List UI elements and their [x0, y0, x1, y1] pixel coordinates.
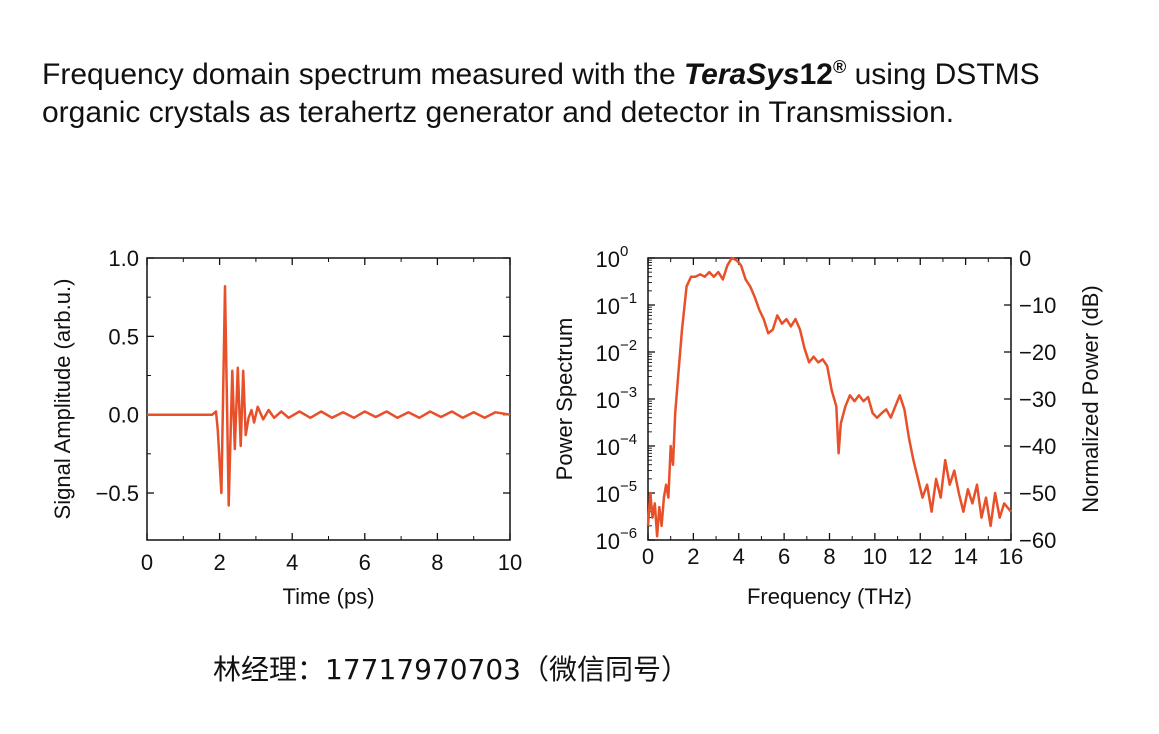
- normalized-power-axis-label: Normalized Power (dB): [1078, 285, 1103, 512]
- power-spectrum-trace: [646, 256, 1012, 538]
- time-domain-chart: 0 2 4 6 8 10 −0.5 0.0 0.5 1.0 Time (ps) Signal Am…: [50, 246, 522, 609]
- power-y-tick-exponent: −1: [620, 290, 637, 307]
- time-x-tick-label: 0: [141, 550, 153, 575]
- time-plot-frame: [146, 257, 511, 541]
- freq-x-tick-label: 6: [778, 544, 790, 569]
- time-y-tick-label: 0.5: [108, 324, 139, 349]
- db-y-tick-label: 0: [1019, 246, 1031, 271]
- freq-x-tick-label: 4: [733, 544, 745, 569]
- frequency-x-axis-label: Frequency (THz): [747, 584, 912, 609]
- time-y-tick-label: 1.0: [108, 246, 139, 271]
- time-plot-ticks: 0 2 4 6 8 10 −0.5 0.0 0.5 1.0: [96, 246, 523, 575]
- freq-x-tick-label: 0: [642, 544, 654, 569]
- db-y-tick-label: −40: [1019, 434, 1056, 459]
- power-y-tick-exponent: −5: [620, 478, 637, 495]
- db-y-tick-label: −20: [1019, 340, 1056, 365]
- spectrum-plot-frame: [647, 257, 1012, 541]
- time-y-tick-label: 0.0: [108, 403, 139, 428]
- power-y-tick-exponent: −2: [620, 337, 637, 354]
- power-y-tick-exponent: −4: [620, 431, 637, 448]
- time-y-axis-label: Signal Amplitude (arb.u.): [50, 279, 75, 520]
- db-y-tick-label: −50: [1019, 481, 1056, 506]
- figure-caption: Frequency domain spectrum measured with …: [42, 56, 1102, 132]
- time-x-tick-label: 6: [359, 550, 371, 575]
- freq-x-tick-label: 16: [999, 544, 1023, 569]
- time-x-axis-label: Time (ps): [282, 584, 374, 609]
- db-y-tick-label: −30: [1019, 387, 1056, 412]
- power-y-tick-label: 10: [596, 341, 620, 366]
- power-y-tick-label: 10: [596, 529, 620, 554]
- power-y-axis-label: Power Spectrum: [552, 318, 577, 481]
- power-y-tick-label: 10: [596, 435, 620, 460]
- caption-text-start: Frequency domain spectrum measured with …: [42, 58, 684, 91]
- time-y-tick-label: −0.5: [96, 481, 139, 506]
- time-signal-trace: [147, 284, 511, 507]
- freq-x-tick-label: 8: [823, 544, 835, 569]
- time-x-tick-label: 2: [213, 550, 225, 575]
- power-y-tick-exponent: 0: [620, 243, 628, 260]
- freq-x-tick-label: 10: [863, 544, 887, 569]
- db-y-tick-label: −10: [1019, 293, 1056, 318]
- power-y-tick-exponent: −3: [620, 384, 637, 401]
- power-y-tick-label: 10: [596, 482, 620, 507]
- power-y-tick-label: 10: [596, 247, 620, 272]
- db-y-tick-label: −60: [1019, 528, 1056, 553]
- brand-name: TeraSys: [683, 58, 800, 91]
- caption-text-end: using DSTMS organic crystals as terahert…: [42, 58, 1040, 129]
- freq-x-tick-label: 2: [687, 544, 699, 569]
- freq-x-tick-label: 14: [953, 544, 977, 569]
- time-x-tick-label: 10: [498, 550, 522, 575]
- contact-line: 林经理：17717970703（微信同号）: [213, 653, 689, 686]
- power-y-tick-label: 10: [596, 388, 620, 413]
- power-y-tick-label: 10: [596, 294, 620, 319]
- brand-number: 12: [799, 58, 833, 91]
- power-y-tick-exponent: −6: [620, 525, 637, 542]
- time-x-tick-label: 8: [431, 550, 443, 575]
- freq-x-tick-label: 12: [908, 544, 932, 569]
- time-x-tick-label: 4: [286, 550, 298, 575]
- registered-mark: ®: [832, 57, 847, 77]
